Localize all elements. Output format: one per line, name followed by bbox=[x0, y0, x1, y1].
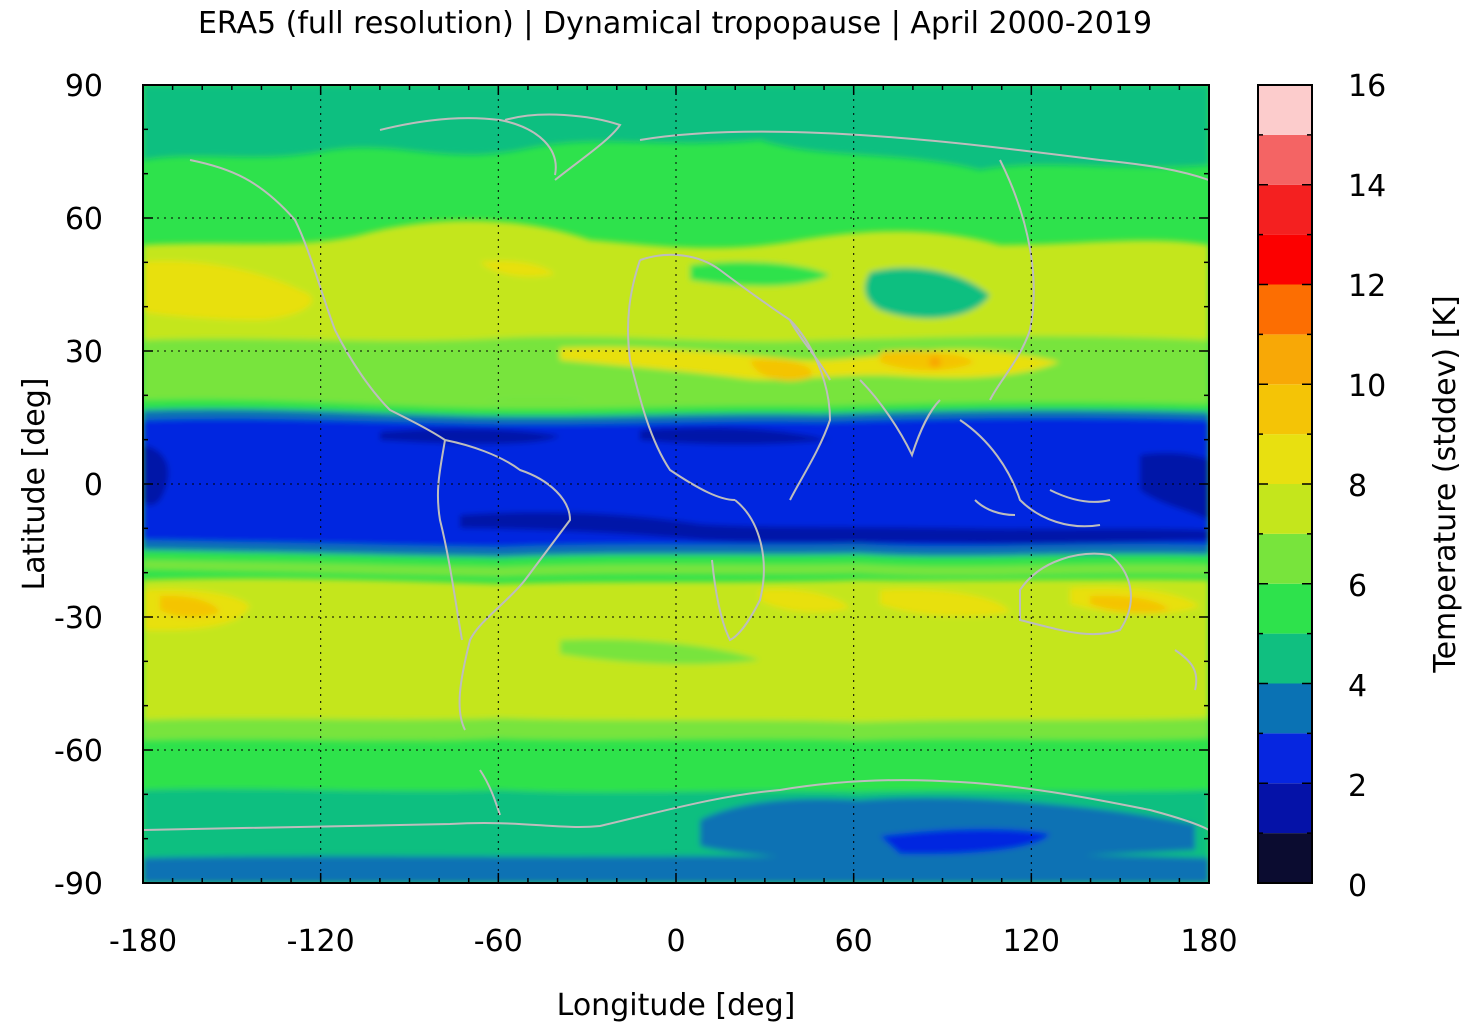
colorbar-tick-marks bbox=[1258, 84, 1312, 884]
gridlines bbox=[143, 85, 1209, 883]
colorbar-swatch bbox=[1258, 833, 1312, 883]
colorbar-swatch bbox=[1258, 533, 1312, 584]
colorbar-tick-label: 8 bbox=[1348, 469, 1367, 504]
colorbar-swatch bbox=[1258, 783, 1312, 834]
colorbar-swatch bbox=[1258, 434, 1312, 484]
x-tick-label: -180 bbox=[109, 924, 177, 959]
figure-title: ERA5 (full resolution) | Dynamical tropo… bbox=[198, 6, 1152, 41]
x-axis-label: Longitude [deg] bbox=[557, 988, 796, 1023]
colorbar-tick-label: 12 bbox=[1348, 269, 1386, 304]
colorbar-swatch bbox=[1258, 334, 1312, 385]
map-panel bbox=[142, 84, 1210, 884]
y-tick-label: -60 bbox=[54, 734, 103, 769]
y-tick-label: -90 bbox=[54, 867, 103, 902]
colorbar-swatch bbox=[1258, 134, 1312, 185]
x-tick-label: -120 bbox=[287, 924, 355, 959]
x-tick-label: -60 bbox=[474, 924, 523, 959]
x-tick-label: 0 bbox=[666, 924, 685, 959]
colorbar-tick-label: 16 bbox=[1348, 69, 1386, 104]
colorbar-tick-label: 2 bbox=[1348, 769, 1367, 804]
colorbar-swatch bbox=[1258, 733, 1312, 784]
colorbar-tick-label: 6 bbox=[1348, 569, 1367, 604]
y-tick-label: 90 bbox=[65, 69, 103, 104]
x-tick-label: 120 bbox=[1003, 924, 1060, 959]
y-tick-label: 60 bbox=[65, 202, 103, 237]
colorbar-tick-label: 4 bbox=[1348, 669, 1367, 704]
colorbar-swatch bbox=[1258, 683, 1312, 734]
colorbar: 16 14 12 10 8 6 4 2 0 Temperature (stdde… bbox=[1257, 69, 1463, 904]
colorbar-swatch bbox=[1258, 583, 1312, 634]
colorbar-tick-label: 0 bbox=[1348, 869, 1367, 904]
map-tick-marks bbox=[142, 84, 1210, 884]
x-tick-labels: -180 -120 -60 0 60 120 180 bbox=[109, 924, 1238, 959]
colorbar-swatch bbox=[1258, 633, 1312, 684]
colorbar-tick-labels: 16 14 12 10 8 6 4 2 0 bbox=[1348, 69, 1386, 904]
y-tick-labels: 90 60 30 0 -30 -60 -90 bbox=[54, 69, 103, 902]
colorbar-swatch bbox=[1258, 284, 1312, 335]
coastlines bbox=[143, 113, 1209, 831]
x-tick-label: 180 bbox=[1180, 924, 1237, 959]
colorbar-swatches bbox=[1258, 85, 1312, 883]
y-tick-label: -30 bbox=[54, 601, 103, 636]
colorbar-swatch bbox=[1258, 384, 1312, 435]
colorbar-tick-label: 10 bbox=[1348, 369, 1386, 404]
x-tick-label: 60 bbox=[835, 924, 873, 959]
colorbar-swatch bbox=[1258, 85, 1312, 135]
colorbar-label: Temperature (stddev) [K] bbox=[1428, 295, 1463, 673]
colorbar-swatch bbox=[1258, 234, 1312, 285]
colorbar-tick-label: 14 bbox=[1348, 169, 1386, 204]
y-tick-label: 0 bbox=[84, 468, 103, 503]
colorbar-swatch bbox=[1258, 184, 1312, 235]
colorbar-swatch bbox=[1258, 484, 1312, 534]
y-axis-label: Latitude [deg] bbox=[17, 378, 52, 591]
y-tick-label: 30 bbox=[65, 335, 103, 370]
